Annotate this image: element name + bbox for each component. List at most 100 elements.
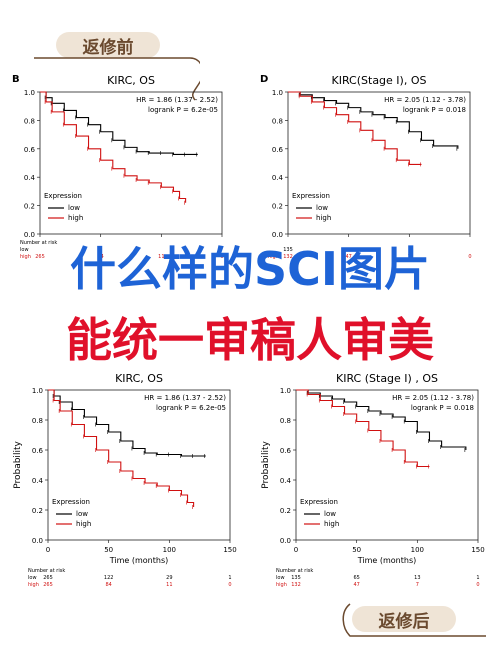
chart-title: KIRC(Stage I), OS [332,74,427,87]
risk-row-high-label: high [20,254,31,260]
risk-table-label: Number at risk [276,568,313,574]
y-tick-label: 0.4 [272,174,284,182]
hazard-ratio: HR = 2.05 (1.12 - 3.78) [384,96,466,104]
legend-low-label: low [76,510,88,518]
x-tick-label: 50 [352,546,361,554]
y-tick-label: 0.8 [24,117,35,125]
risk-high-value: 265 [35,254,45,260]
before-label: 返修前 [56,32,160,58]
plot-frame [287,91,471,235]
y-tick-label: 0.2 [272,203,283,211]
after-decoration [342,603,486,637]
risk-table-label: Number at risk [28,568,65,574]
risk-row-low-label: low [28,575,37,581]
after-label-text: 返修后 [378,611,430,632]
hazard-ratio: HR = 2.05 (1.12 - 3.78) [392,394,474,402]
after-label: 返修后 [352,606,456,632]
curve-low [48,389,206,457]
risk-high-value: 132 [291,582,301,588]
before-decoration [34,57,200,101]
x-tick-label: 100 [411,546,424,554]
risk-row-low-label: low [276,575,285,581]
y-tick-label: 0.0 [32,537,43,545]
risk-high-value: 11 [158,254,164,260]
x-axis-label: Time (months) [357,556,417,565]
risk-high-value: 47 [353,582,359,588]
legend-low-label: low [324,510,336,518]
panel-2: D KIRC(Stage I), OS 0.0 0.2 0.4 0.6 0.8 1.0 HR =… [260,74,472,260]
y-tick-label: 0.2 [32,507,43,515]
panel-letter: B [12,74,20,85]
chart-title: KIRC (Stage I) , OS [336,372,438,385]
risk-high-value: 84 [97,254,103,260]
risk-high-value: 47 [345,254,351,260]
y-tick-label: 0.4 [32,477,44,485]
curve-high [40,91,187,203]
risk-row-high-label: high [28,582,39,588]
risk-high-value: 7 [408,254,411,260]
risk-high-value: 84 [105,582,111,588]
y-tick-label: 1.0 [280,387,291,395]
y-tick-label: 0.0 [280,537,291,545]
risk-low-value: 265 [43,575,53,581]
risk-low-value: 65 [353,575,359,581]
y-tick-label: 0.0 [272,231,283,239]
legend-high-label: high [68,214,83,222]
y-tick-label: 1.0 [32,387,43,395]
risk-low-value: 29 [166,575,172,581]
risk-low-value: 1 [228,575,231,581]
curve-high [48,389,195,507]
y-tick-label: 0.6 [24,146,36,154]
risk-high-value: 132 [283,254,293,260]
y-tick-label: 0.8 [32,417,43,425]
curve-low [40,91,198,156]
chart-title: KIRC, OS [107,74,155,87]
curve-high [288,91,422,165]
risk-high-value: 265 [43,582,53,588]
plot-frame [47,389,231,541]
hazard-ratio: HR = 1.86 (1.37 - 2.52) [136,96,218,104]
legend-high-label: high [316,214,331,222]
x-tick-label: 150 [223,546,236,554]
legend-title: Expression [292,192,330,200]
y-tick-label: 0.6 [280,447,292,455]
risk-row-low-label: low [20,247,29,253]
chart-title: KIRC, OS [115,372,163,385]
x-tick-label: 0 [46,546,50,554]
legend-high-label: high [324,520,339,528]
risk-high-value: 0 [476,582,479,588]
hazard-ratio: HR = 1.86 (1.37 - 2.52) [144,394,226,402]
y-tick-label: 0.4 [24,174,36,182]
risk-high-value: 0 [468,254,471,260]
headline-1: 什么样的SCI图片 [0,242,500,296]
x-tick-label: 150 [471,546,484,554]
panel-1: B KIRC, OS 0.0 0.2 0.4 0.6 0.8 1.0 HR = 1.86 (1.… [12,74,224,260]
risk-low-value: 122 [104,575,114,581]
logrank-p: logrank P = 6.2e-05 [156,404,226,412]
risk-high-value: 11 [166,582,172,588]
legend-title: Expression [44,192,82,200]
x-axis-label: Time (months) [109,556,169,565]
x-tick-label: 0 [294,546,298,554]
panel-letter: D [260,74,268,85]
risk-high-value: 0 [220,254,223,260]
risk-low-value: 135 [283,247,293,253]
curve-low [288,91,459,149]
y-axis-label: Probability [13,441,23,489]
risk-table-label: Number at risk [20,240,57,246]
y-tick-label: 0.8 [280,417,291,425]
risk-row-high-label: high [276,582,287,588]
risk-low-value: 1 [476,575,479,581]
x-tick-label: 100 [163,546,176,554]
legend-title: Expression [300,498,338,506]
headline-2: 能统一审稿人审美 [0,313,500,367]
panel-4: KIRC (Stage I) , OS 0.0 0.2 0.4 0.6 0.8 1.0 0 50… [261,372,485,588]
headline-1-text: 什么样的SCI图片 [69,242,430,296]
x-tick-label: 50 [104,546,113,554]
risk-high-value: 7 [416,582,419,588]
curve-high [296,389,430,468]
y-tick-label: 1.0 [272,89,283,97]
headline-2-text: 能统一审稿人审美 [66,313,434,367]
y-tick-label: 0.4 [280,477,292,485]
legend-title: Expression [52,498,90,506]
